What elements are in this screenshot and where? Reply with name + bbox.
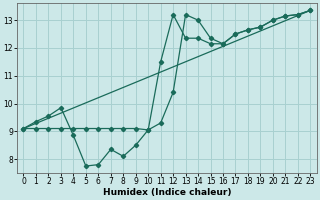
X-axis label: Humidex (Indice chaleur): Humidex (Indice chaleur) <box>103 188 231 197</box>
